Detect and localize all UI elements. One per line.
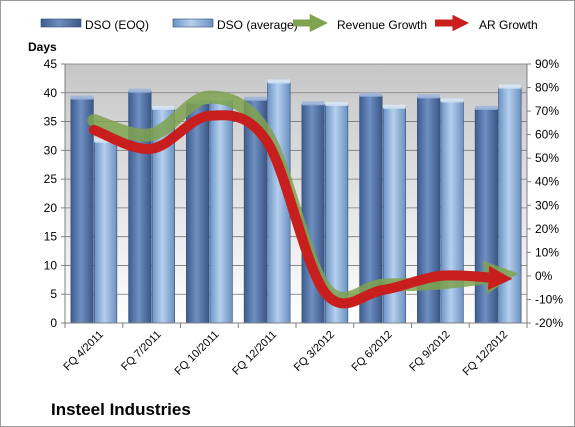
bar-dso-average-cap xyxy=(440,98,464,103)
y-axis-tick-labels: 0 5 10 15 20 25 30 35 40 45 xyxy=(44,57,58,330)
legend-label: DSO (average) xyxy=(217,18,298,32)
legend-swatch xyxy=(40,18,82,28)
ar-growth-line xyxy=(88,110,513,309)
x-tick-label: FQ 4/2011 xyxy=(61,329,106,374)
chart-title: Insteel Industries xyxy=(51,400,191,419)
y2-axis-tick-labels: -20% -10% 0% 10% 20% 30% 40% 50% 60% 70% 80% 90% xyxy=(535,57,563,330)
x-tick-label: FQ 6/2012 xyxy=(350,329,395,374)
legend: DSO (EOQ) DSO (average) Revenue Growth AR G… xyxy=(40,13,538,33)
y2-tick-label: 90% xyxy=(535,57,559,71)
x-tick-label: FQ 12/2011 xyxy=(230,329,279,378)
y-tick-label: 0 xyxy=(50,316,57,330)
x-axis-tick-labels: FQ 4/2011 FQ 7/2011 FQ 10/2011 FQ 12/2011 FQ… xyxy=(61,329,510,379)
x-tick-label: FQ 10/2011 xyxy=(173,329,222,378)
growth-lines xyxy=(87,90,519,309)
y-tick-label: 20 xyxy=(44,201,58,215)
y2-tick-label: 80% xyxy=(535,81,559,95)
bar-dso-average-cap xyxy=(152,105,175,110)
y2-tick-label: 60% xyxy=(535,128,559,142)
y2-tick-label: 10% xyxy=(535,245,559,259)
bar-dso-eoq-cap xyxy=(301,101,325,106)
y2-tick-label: -10% xyxy=(535,292,563,306)
bar-dso-average-cap xyxy=(267,79,291,84)
bar-dso-average xyxy=(498,87,522,324)
y-axis-title: Days xyxy=(28,40,57,54)
bar-dso-eoq xyxy=(186,102,210,324)
bar-dso-average xyxy=(94,141,118,324)
y-tick-label: 40 xyxy=(44,86,58,100)
bar-dso-eoq xyxy=(474,108,498,324)
y-tick-label: 35 xyxy=(44,115,58,129)
y2-tick-label: -20% xyxy=(535,316,563,330)
y2-tick-label: 50% xyxy=(535,151,559,165)
y2-tick-label: 0% xyxy=(535,269,553,283)
y-tick-label: 5 xyxy=(50,287,57,301)
bar-dso-eoq-cap xyxy=(359,92,383,97)
y2-tick-label: 40% xyxy=(535,175,559,189)
y-tick-label: 25 xyxy=(44,172,58,186)
x-tick-label: FQ 7/2011 xyxy=(119,329,164,374)
legend-swatch xyxy=(172,18,214,28)
bar-dso-eoq-cap xyxy=(128,88,152,93)
bar-dso-average xyxy=(440,101,464,324)
bar-dso-average-cap xyxy=(325,101,348,106)
legend-label: Revenue Growth xyxy=(337,18,427,32)
y2-tick-label: 20% xyxy=(535,222,559,236)
legend-label: AR Growth xyxy=(479,18,538,32)
y-tick-label: 10 xyxy=(44,258,58,272)
bar-dso-eoq-cap xyxy=(475,105,498,110)
bar-dso-eoq-cap xyxy=(417,94,440,99)
bar-dso-eoq-cap xyxy=(70,95,94,100)
y-tick-label: 15 xyxy=(44,230,58,244)
axes xyxy=(61,63,531,328)
bar-dso-eoq xyxy=(128,91,152,324)
y-tick-label: 45 xyxy=(44,57,58,71)
x-tick-label: FQ 9/2012 xyxy=(407,329,452,374)
bar-dso-average-cap xyxy=(383,104,406,109)
bar-dso-average-cap xyxy=(498,84,522,89)
x-tick-label: FQ 12/2012 xyxy=(461,329,511,379)
x-tick-label: FQ 3/2012 xyxy=(292,329,337,374)
bar-dso-average xyxy=(209,99,233,324)
bar-dso-eoq-cap xyxy=(244,96,267,101)
y2-tick-label: 30% xyxy=(535,198,559,212)
y-tick-label: 30 xyxy=(44,143,58,157)
y2-tick-label: 70% xyxy=(535,104,559,118)
legend-label: DSO (EOQ) xyxy=(85,18,149,32)
